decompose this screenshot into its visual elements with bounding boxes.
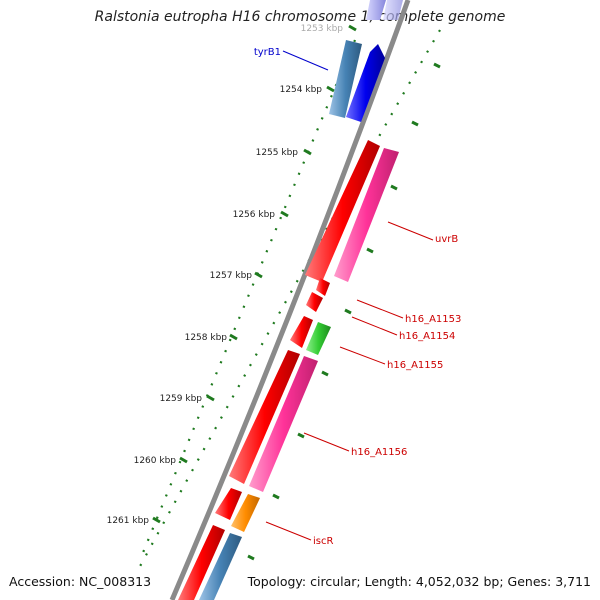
ruler-label: 1261 kbp [107,516,150,526]
label-leader [282,50,329,71]
gene-label-iscR[interactable]: iscR [313,536,333,547]
gene-arrow-h16-A1154[interactable] [306,292,323,312]
ruler-label: 1259 kbp [160,394,203,404]
gene-arrow-forward[interactable] [215,488,242,520]
gene-arrow[interactable] [199,533,242,600]
label-leader [351,316,398,336]
ruler-label: 1255 kbp [256,148,299,158]
gene-arrow-forward[interactable] [290,316,313,348]
chromosome-backbone [169,0,411,600]
gene-arrow-forward[interactable] [305,140,380,282]
gene-arrow[interactable] [366,0,386,20]
gene-arrow-uvrB[interactable] [334,148,399,282]
gene-arrow-forward[interactable] [229,350,300,484]
ruler-minor-ticks [247,62,441,561]
ruler-label: 1258 kbp [185,333,228,343]
label-leader [356,299,404,319]
ruler-label: 1260 kbp [134,456,177,466]
gene-arrow-tyrB1[interactable] [346,44,385,122]
gene-label-tyrB1[interactable]: tyrB1 [254,47,281,58]
gene-label-h16-A1155[interactable]: h16_A1155 [387,360,443,371]
ruler-label: 1254 kbp [280,85,323,95]
genome-summary-text: Topology: circular; Length: 4,052,032 bp… [247,574,591,589]
label-leader [265,521,312,541]
gene-features [178,0,403,600]
label-leader [387,221,434,241]
gene-label-uvrB[interactable]: uvrB [435,234,458,245]
gene-label-h16-A1154[interactable]: h16_A1154 [399,331,455,342]
gene-arrow[interactable] [383,0,403,20]
ruler-label: 1257 kbp [210,271,253,281]
gene-arrow-tyrB1-steel[interactable] [329,40,362,118]
ruler-major-ticks [152,24,357,524]
gene-arrow-forward[interactable] [178,525,225,600]
label-leader [303,432,350,452]
gene-label-h16-A1153[interactable]: h16_A1153 [405,314,461,325]
ruler-label: 1253 kbp [301,24,344,34]
gene-label-h16-A1156[interactable]: h16_A1156 [351,447,407,458]
gene-arrow-h16-A1153[interactable] [316,278,330,296]
ruler-label: 1256 kbp [233,210,276,220]
gene-arrow-iscR[interactable] [231,494,260,532]
accession-text: Accession: NC_008313 [9,574,152,589]
ruler-track-inner [138,39,357,561]
gene-arrow-h16-A1156[interactable] [249,356,318,492]
label-leader [339,346,386,365]
ruler-track-outer [137,29,441,571]
gene-arrow-h16-A1155[interactable] [306,322,331,355]
